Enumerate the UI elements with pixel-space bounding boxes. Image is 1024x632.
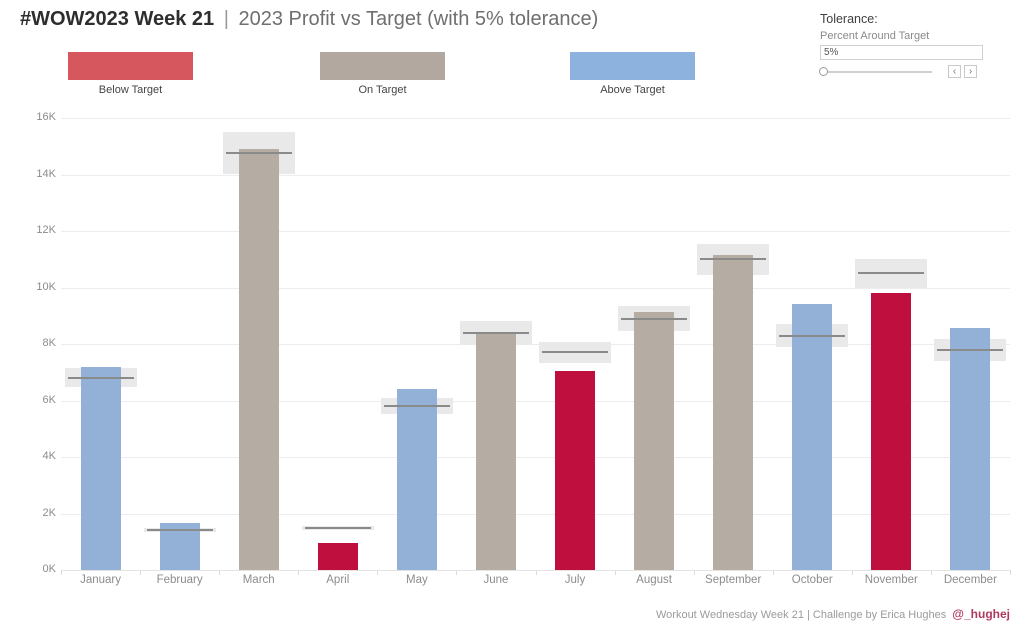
target-line-december — [937, 348, 1004, 351]
legend-item-on-target[interactable]: On Target — [320, 52, 445, 96]
x-axis-label-september: September — [705, 574, 762, 586]
y-axis-label-16K: 16K — [36, 111, 56, 123]
legend-label-above-target: Above Target — [600, 84, 665, 96]
y-axis-label-2K: 2K — [42, 506, 56, 519]
chevron-left-icon: ‹ — [952, 66, 957, 77]
axis-boundary-tick — [140, 570, 142, 575]
axis-boundary-tick — [535, 570, 537, 575]
x-axis-label-october: October — [791, 574, 833, 586]
y-axis-label-0K: 0K — [42, 563, 56, 575]
axis-boundary-tick — [377, 570, 379, 575]
axis-boundary-tick — [61, 570, 62, 575]
target-line-august — [621, 317, 688, 320]
target-line-january — [67, 376, 134, 379]
x-axis-label-june: June — [483, 574, 509, 586]
target-line-march — [225, 152, 292, 155]
target-line-july — [542, 351, 609, 354]
target-line-february — [146, 529, 213, 532]
profit-bar-may[interactable] — [396, 389, 437, 570]
target-line-november — [858, 272, 925, 275]
legend-swatch-below-target[interactable] — [68, 52, 193, 80]
profit-bar-august[interactable] — [634, 311, 675, 570]
tolerance-increment-button[interactable]: › — [964, 65, 977, 78]
tolerance-input[interactable] — [820, 45, 983, 60]
tolerance-slider: ‹ › — [819, 65, 1010, 78]
profit-bar-january[interactable] — [80, 366, 121, 570]
legend-swatch-above-target[interactable] — [570, 52, 695, 80]
x-axis-label-april: April — [326, 574, 350, 586]
legend-item-below-target[interactable]: Below Target — [68, 52, 193, 96]
x-axis-label-march: March — [242, 574, 275, 586]
axis-boundary-tick — [219, 570, 221, 575]
axis-boundary-tick — [614, 570, 616, 575]
axis-boundary-tick — [298, 570, 300, 575]
chevron-right-icon: › — [968, 66, 973, 77]
profit-bar-june[interactable] — [475, 334, 516, 570]
legend-swatch-on-target[interactable] — [320, 52, 445, 80]
x-axis-label-august: August — [636, 574, 672, 586]
page-title: #WOW2023 Week 21 | 2023 Profit vs Target… — [20, 8, 598, 31]
x-axis-label-may: May — [405, 574, 428, 586]
tolerance-slider-handle[interactable] — [819, 66, 828, 76]
axis-boundary-tick — [693, 570, 695, 575]
x-axis-label-november: November — [864, 574, 918, 586]
title-main: #WOW2023 Week 21 — [20, 8, 215, 30]
profit-bar-november[interactable] — [871, 293, 912, 570]
legend-item-above-target[interactable]: Above Target — [570, 52, 695, 96]
y-axis-label-14K: 14K — [36, 167, 56, 180]
target-line-october — [779, 334, 846, 337]
x-axis-label-december: December — [943, 574, 997, 586]
axis-boundary-tick — [772, 570, 774, 575]
footer-credit: Workout Wednesday Week 21 | Challenge by… — [656, 607, 1010, 621]
axis-boundary-tick — [1010, 570, 1011, 575]
gridline-4000 — [61, 457, 1010, 458]
footer-twitter-handle[interactable]: @_hughej — [952, 607, 1010, 621]
gridline-6000 — [61, 400, 1010, 402]
gridline-10000 — [61, 287, 1010, 289]
target-line-june — [462, 331, 529, 334]
profit-bar-march[interactable] — [238, 149, 279, 570]
plot-area — [61, 110, 1011, 575]
x-axis-label-january: January — [80, 574, 121, 586]
profit-bar-december[interactable] — [950, 328, 991, 570]
target-line-may — [383, 405, 450, 408]
tolerance-title: Tolerance: — [820, 12, 878, 26]
gridline-2000 — [61, 513, 1010, 515]
y-axis-label-8K: 8K — [42, 337, 56, 349]
title-subtitle: 2023 Profit vs Target (with 5% tolerance… — [238, 8, 599, 30]
y-axis-label-6K: 6K — [42, 393, 56, 406]
tolerance-slider-track[interactable] — [819, 66, 932, 76]
target-line-april — [304, 526, 371, 529]
axis-boundary-tick — [456, 570, 458, 575]
gridline-16000 — [61, 118, 1010, 119]
gridline-8000 — [61, 344, 1010, 345]
y-axis-label-4K: 4K — [42, 450, 56, 462]
tolerance-panel: Tolerance: Percent Around Target ‹ › — [819, 12, 1010, 78]
profit-bar-september[interactable] — [713, 255, 754, 570]
legend-label-on-target: On Target — [358, 84, 407, 96]
tolerance-decrement-button[interactable]: ‹ — [948, 65, 961, 78]
gridline-14000 — [61, 174, 1010, 176]
gridline-12000 — [61, 231, 1010, 232]
y-axis-label-12K: 12K — [36, 224, 56, 236]
target-line-september — [700, 258, 767, 261]
legend-label-below-target: Below Target — [98, 84, 163, 96]
y-axis-label-10K: 10K — [36, 280, 56, 293]
footer-text: Workout Wednesday Week 21 | Challenge by… — [655, 609, 947, 621]
x-axis-label-july: July — [564, 574, 586, 586]
axis-boundary-tick — [930, 570, 932, 575]
axis-boundary-tick — [851, 570, 853, 575]
x-axis-label-february: February — [156, 574, 203, 586]
x-axis-labels: January February March April May June July Augu… — [61, 574, 1010, 586]
profit-bar-october[interactable] — [792, 304, 833, 570]
profit-bar-july[interactable] — [555, 370, 596, 570]
title-separator: | — [223, 8, 229, 30]
tolerance-param-label: Percent Around Target — [820, 30, 930, 42]
profit-bar-april[interactable] — [317, 543, 358, 570]
